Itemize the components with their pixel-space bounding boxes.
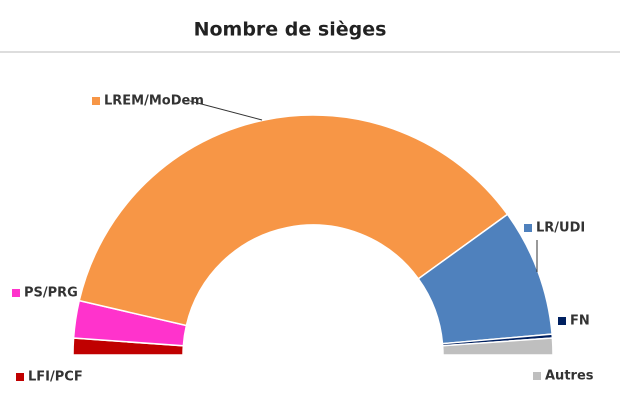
legend-swatch bbox=[12, 289, 20, 297]
legend-label: PS/PRG bbox=[24, 286, 78, 301]
chart-title: Nombre de sièges bbox=[194, 19, 387, 41]
legend-swatch bbox=[558, 317, 566, 325]
legend-swatch bbox=[533, 372, 541, 380]
segment bbox=[441, 337, 554, 356]
legend-swatch bbox=[16, 373, 24, 381]
legend-label: LREM/MoDem bbox=[104, 94, 204, 109]
legend-label: FN bbox=[570, 314, 590, 329]
segment bbox=[78, 114, 509, 327]
legend-swatch bbox=[524, 224, 532, 232]
legend-label: LFI/PCF bbox=[28, 370, 83, 385]
leader-line bbox=[189, 100, 263, 121]
legend-swatch bbox=[92, 97, 100, 105]
legend-label: Autres bbox=[545, 369, 594, 384]
legend-label: LR/UDI bbox=[536, 221, 585, 236]
